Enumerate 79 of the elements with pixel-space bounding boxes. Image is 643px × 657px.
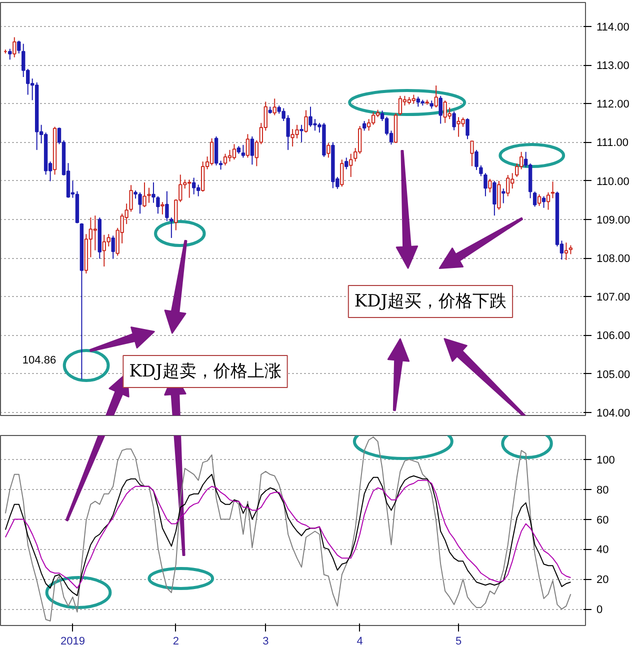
candlestick: [416, 96, 420, 108]
candlestick: [492, 180, 496, 216]
candlestick: [564, 242, 568, 260]
candlestick: [434, 84, 438, 108]
candlestick: [210, 138, 214, 166]
candlestick: [156, 196, 160, 214]
candlestick: [466, 118, 470, 140]
candlestick: [111, 235, 115, 260]
candlestick: [340, 159, 344, 188]
x-tick-label: 2: [172, 636, 179, 648]
candlestick: [228, 149, 232, 162]
candlestick: [192, 177, 196, 195]
candlestick: [362, 120, 366, 132]
candlestick: [142, 182, 146, 208]
candlestick: [484, 172, 488, 197]
y-tick-label: 104.00: [596, 407, 630, 420]
y-tick-label: 112.00: [596, 98, 630, 111]
candlestick: [147, 187, 151, 204]
candlestick: [479, 164, 483, 177]
y-tick-label: 105.00: [596, 368, 630, 381]
y-tick-label: 40: [596, 544, 609, 556]
candlestick: [506, 174, 510, 197]
candlestick: [272, 98, 276, 116]
candlestick: [152, 182, 156, 204]
y-tick-label: 80: [596, 484, 609, 496]
y-tick-label: 106.00: [596, 330, 630, 342]
candlestick: [550, 181, 555, 199]
candlestick: [165, 190, 169, 222]
candlestick: [250, 136, 254, 166]
candlestick: [160, 202, 164, 215]
x-tick-label: 3: [262, 636, 269, 648]
candlestick: [106, 234, 110, 247]
candlestick: [366, 118, 371, 132]
candlestick: [344, 157, 348, 170]
candlestick: [196, 184, 200, 197]
x-tick-label: 2019: [60, 636, 85, 648]
candlestick: [452, 110, 456, 131]
annotation: KDJ超买，价格下跌: [354, 292, 507, 312]
candlestick: [17, 40, 21, 54]
candlestick: [8, 48, 12, 60]
y-tick-label: 108.00: [596, 253, 630, 266]
candlestick: [470, 140, 474, 167]
y-tick-label: 60: [596, 514, 609, 526]
candlestick: [398, 95, 402, 116]
candlestick: [223, 153, 228, 166]
candlestick: [246, 134, 250, 158]
candlestick: [326, 142, 330, 158]
y-tick-label: 20: [596, 574, 609, 586]
y-tick-label: 107.00: [596, 292, 630, 304]
candlestick: [300, 124, 304, 143]
candlestick: [488, 178, 492, 193]
x-tick-label: 4: [356, 636, 363, 648]
candlestick: [93, 215, 98, 251]
candlestick: [170, 216, 174, 238]
candlestick: [12, 36, 16, 58]
y-tick-label: 114.00: [596, 21, 630, 34]
candlestick: [304, 110, 308, 134]
y-tick-label: 111.00: [596, 137, 629, 150]
candlestick: [497, 180, 501, 210]
y-tick-label: 110.00: [596, 176, 630, 188]
y-tick-label: 113.00: [596, 60, 630, 72]
candlestick: [502, 188, 506, 204]
annotation: KDJ超卖，价格上涨: [129, 362, 282, 382]
candlestick: [474, 149, 478, 171]
candlestick: [532, 191, 537, 208]
candlestick: [537, 194, 542, 206]
candlestick: [542, 196, 546, 208]
annotation: 104.86: [22, 354, 56, 366]
candlestick: [241, 144, 246, 158]
candlestick: [438, 95, 442, 124]
y-tick-label: 100: [596, 454, 615, 466]
y-tick-label: 0: [596, 604, 603, 616]
candlestick: [349, 153, 353, 178]
candlestick: [546, 192, 550, 210]
x-tick-label: 5: [455, 636, 462, 648]
candlestick: [232, 144, 236, 160]
y-tick-label: 109.00: [596, 214, 630, 226]
candlestick: [371, 112, 376, 126]
candlestick: [200, 161, 205, 192]
